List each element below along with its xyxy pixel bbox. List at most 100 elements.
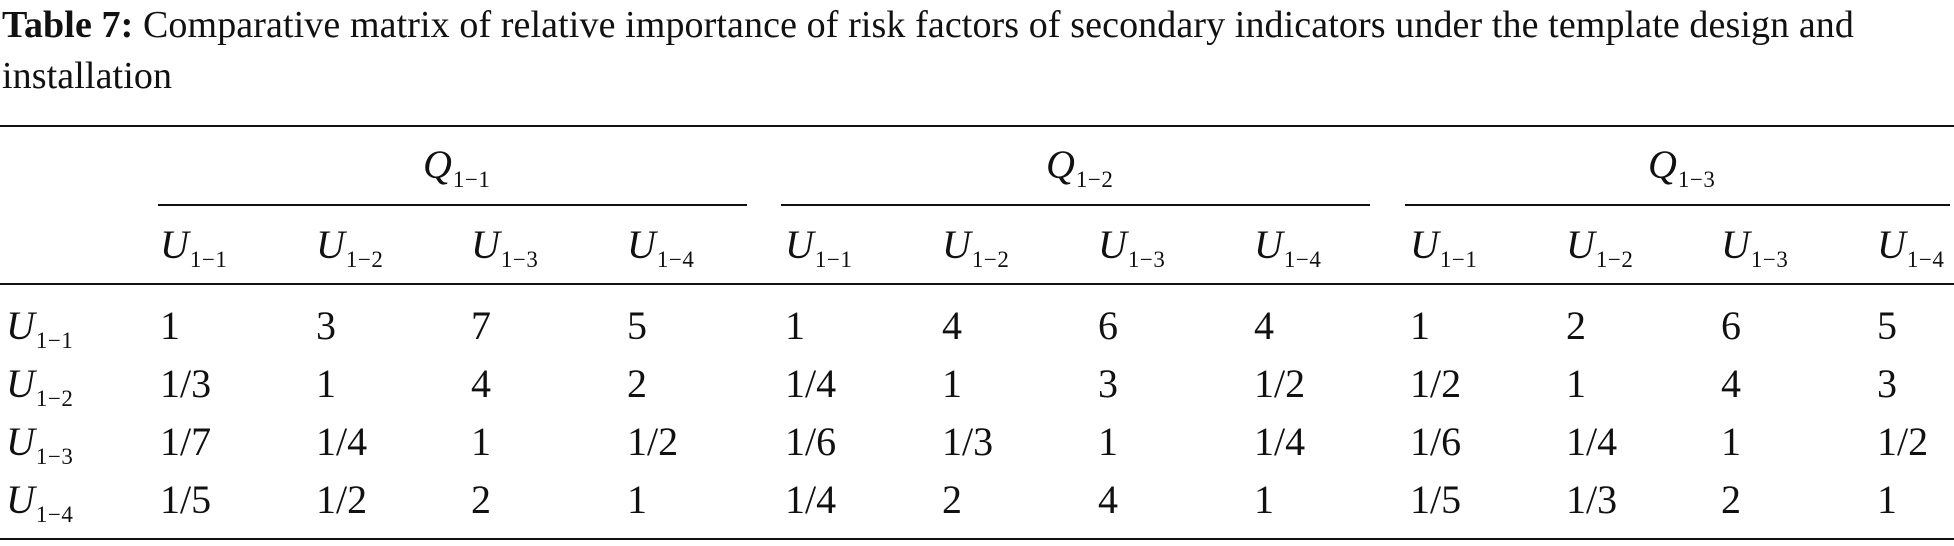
table-cell: 1/2 (1410, 361, 1462, 406)
row-header-2-subscript: 1−2 (35, 386, 74, 411)
table-cell: 1 (316, 361, 336, 406)
table-cell: 1 (1721, 419, 1741, 464)
table-cell: 4 (1254, 303, 1274, 348)
table-cell: 1/2 (627, 419, 679, 464)
column-header-10: U1−2 (1566, 223, 1633, 273)
table-cell: 1 (471, 419, 491, 464)
column-header-6-subscript: 1−2 (971, 247, 1010, 272)
caption-text: Comparative matrix of relative importanc… (2, 4, 1854, 97)
row-header-3-symbol: U (6, 419, 35, 464)
column-header-1-subscript: 1−1 (189, 247, 228, 272)
column-header-4-subscript: 1−4 (656, 247, 695, 272)
group-header-1-symbol: Q (423, 142, 452, 187)
column-header-3-symbol: U (471, 222, 500, 267)
group-header-2-symbol: Q (1046, 142, 1075, 187)
table-bottom-rule (0, 538, 1954, 540)
table-cell: 1 (942, 361, 962, 406)
table-cell: 4 (1721, 361, 1741, 406)
table-cell: 1/4 (1254, 419, 1306, 464)
table-cell: 3 (316, 303, 336, 348)
table-cell: 1 (1877, 477, 1897, 522)
group-header-3-subscript: 1−3 (1677, 167, 1716, 192)
row-header-4: U1−4 (6, 478, 73, 528)
column-header-4-symbol: U (627, 222, 656, 267)
column-header-11: U1−3 (1721, 223, 1788, 273)
group-underline-2 (781, 204, 1370, 206)
column-header-9-symbol: U (1410, 222, 1439, 267)
table-cell: 1/4 (785, 361, 837, 406)
table-cell: 1 (1566, 361, 1586, 406)
column-header-3: U1−3 (471, 223, 538, 273)
table-cell: 1/4 (785, 477, 837, 522)
column-header-6-symbol: U (942, 222, 971, 267)
header-bottom-rule (0, 283, 1954, 285)
column-header-11-subscript: 1−3 (1750, 247, 1789, 272)
table-cell: 1/6 (1410, 419, 1462, 464)
column-header-1-symbol: U (160, 222, 189, 267)
table-cell: 1/7 (160, 419, 212, 464)
column-header-8-symbol: U (1254, 222, 1283, 267)
column-header-2-symbol: U (316, 222, 345, 267)
column-header-2-subscript: 1−2 (345, 247, 384, 272)
column-header-6: U1−2 (942, 223, 1009, 273)
column-header-2: U1−2 (316, 223, 383, 273)
table-cell: 4 (942, 303, 962, 348)
column-header-5-symbol: U (785, 222, 814, 267)
table-cell: 1/2 (1254, 361, 1306, 406)
table-cell: 7 (471, 303, 491, 348)
group-underline-1 (158, 204, 747, 206)
table-cell: 1 (160, 303, 180, 348)
column-header-7-symbol: U (1098, 222, 1127, 267)
table-cell: 4 (1098, 477, 1118, 522)
group-header-1-subscript: 1−1 (452, 167, 491, 192)
table-cell: 2 (627, 361, 647, 406)
table-cell: 4 (471, 361, 491, 406)
column-header-10-symbol: U (1566, 222, 1595, 267)
table-cell: 1 (1098, 419, 1118, 464)
table-cell: 1 (627, 477, 647, 522)
table-top-rule (0, 125, 1954, 127)
table-caption: Table 7: Comparative matrix of relative … (2, 0, 1952, 102)
table-cell: 3 (1098, 361, 1118, 406)
table-cell: 1 (1254, 477, 1274, 522)
row-header-4-symbol: U (6, 477, 35, 522)
table-cell: 6 (1098, 303, 1118, 348)
column-header-3-subscript: 1−3 (500, 247, 539, 272)
row-header-1-symbol: U (6, 303, 35, 348)
row-header-1: U1−1 (6, 304, 73, 354)
row-header-3: U1−3 (6, 420, 73, 470)
table-cell: 1/4 (1566, 419, 1618, 464)
row-header-2: U1−2 (6, 362, 73, 412)
column-header-1: U1−1 (160, 223, 227, 273)
table-cell: 2 (942, 477, 962, 522)
table-cell: 1 (785, 303, 805, 348)
row-header-1-subscript: 1−1 (35, 328, 74, 353)
column-header-8-subscript: 1−4 (1283, 247, 1322, 272)
row-header-3-subscript: 1−3 (35, 444, 74, 469)
column-header-5-subscript: 1−1 (814, 247, 853, 272)
table-cell: 6 (1721, 303, 1741, 348)
row-header-4-subscript: 1−4 (35, 502, 74, 527)
row-header-2-symbol: U (6, 361, 35, 406)
column-header-9: U1−1 (1410, 223, 1477, 273)
table-cell: 2 (1566, 303, 1586, 348)
table-cell: 2 (471, 477, 491, 522)
group-header-3: Q1−3 (1648, 143, 1715, 193)
table-cell: 1/3 (1566, 477, 1618, 522)
table-cell: 1/4 (316, 419, 368, 464)
column-header-12-subscript: 1−4 (1906, 247, 1945, 272)
column-header-10-subscript: 1−2 (1595, 247, 1634, 272)
column-header-9-subscript: 1−1 (1439, 247, 1478, 272)
table-cell: 1/2 (316, 477, 368, 522)
table-cell: 1/3 (160, 361, 212, 406)
column-header-7: U1−3 (1098, 223, 1165, 273)
table-cell: 5 (627, 303, 647, 348)
column-header-8: U1−4 (1254, 223, 1321, 273)
group-header-2-subscript: 1−2 (1075, 167, 1114, 192)
table-cell: 1/6 (785, 419, 837, 464)
table-cell: 1/2 (1877, 419, 1929, 464)
table-cell: 1/5 (160, 477, 212, 522)
column-header-12: U1−4 (1877, 223, 1944, 273)
group-header-3-symbol: Q (1648, 142, 1677, 187)
column-header-11-symbol: U (1721, 222, 1750, 267)
